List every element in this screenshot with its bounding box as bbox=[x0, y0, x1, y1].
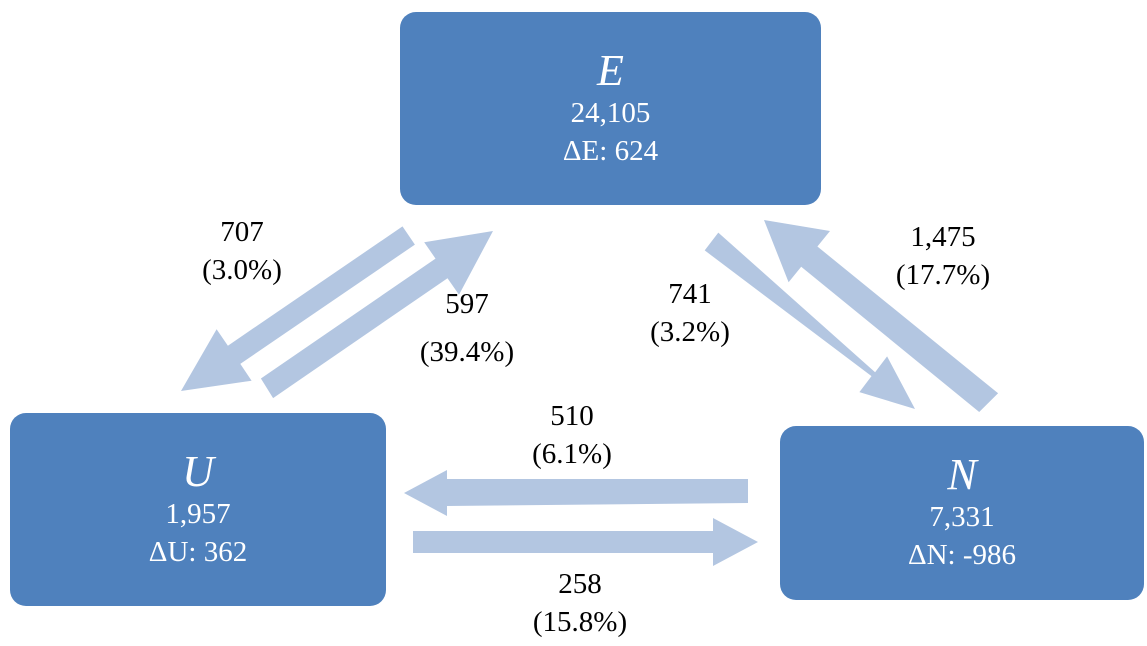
flow-count: 258 bbox=[558, 568, 602, 600]
flow-count: 707 bbox=[220, 216, 264, 248]
node-e: E 24,105 ΔE: 624 bbox=[400, 12, 821, 205]
flow-count: 741 bbox=[668, 278, 712, 310]
node-u: U 1,957 ΔU: 362 bbox=[10, 413, 386, 606]
flow-label-n-to-u: 510 (6.1%) bbox=[532, 397, 612, 473]
node-n: N 7,331 ΔN: -986 bbox=[780, 426, 1144, 600]
flow-label-e-to-u: 707 (3.0%) bbox=[202, 213, 282, 289]
node-u-delta: ΔU: 362 bbox=[148, 535, 248, 568]
flow-percent: (39.4%) bbox=[419, 336, 515, 368]
arrow-e-to-u bbox=[181, 226, 415, 391]
flow-label-n-to-e: 1,475 (17.7%) bbox=[896, 218, 990, 294]
arrow-u-to-e bbox=[260, 231, 493, 399]
arrow-u-to-n bbox=[413, 518, 758, 566]
flow-count: 510 bbox=[550, 400, 594, 432]
node-u-value: 1,957 bbox=[165, 497, 231, 530]
flow-percent: (3.0%) bbox=[202, 254, 282, 286]
node-e-delta: ΔE: 624 bbox=[562, 134, 659, 167]
flow-count: 1,475 bbox=[910, 221, 976, 253]
arrow-n-to-u bbox=[404, 470, 748, 516]
flow-percent: (17.7%) bbox=[895, 259, 991, 291]
flow-percent: (3.2%) bbox=[650, 316, 730, 348]
arrow-n-to-e bbox=[764, 220, 999, 412]
flow-count: 597 bbox=[445, 288, 489, 320]
flow-label-u-to-n: 258 (15.8%) bbox=[533, 565, 627, 641]
flow-label-e-to-n: 741 (3.2%) bbox=[650, 275, 730, 351]
flow-percent: (6.1%) bbox=[532, 438, 612, 470]
arrow-e-to-n bbox=[704, 232, 915, 409]
node-u-letter: U bbox=[182, 446, 214, 496]
flow-label-u-to-e: 597 (39.4%) bbox=[420, 285, 514, 371]
flow-percent: (15.8%) bbox=[532, 606, 628, 638]
node-n-value: 7,331 bbox=[929, 501, 995, 533]
node-n-letter: N bbox=[947, 450, 977, 499]
node-e-letter: E bbox=[597, 45, 624, 95]
node-e-value: 24,105 bbox=[570, 96, 651, 129]
node-n-delta: ΔN: -986 bbox=[907, 539, 1017, 571]
